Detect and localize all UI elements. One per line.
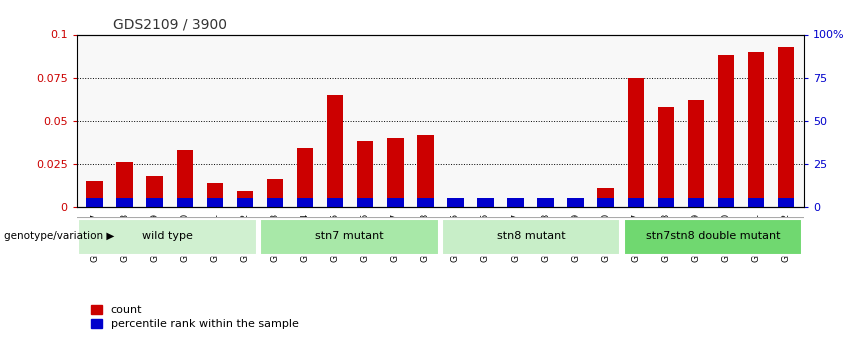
Bar: [266, 179, 283, 207]
Bar: [387, 198, 403, 207]
Bar: [537, 198, 554, 207]
Bar: [717, 198, 734, 207]
Bar: [748, 198, 764, 207]
Bar: [778, 198, 795, 207]
Bar: [237, 198, 254, 207]
Text: stn7stn8 double mutant: stn7stn8 double mutant: [646, 231, 780, 241]
Bar: [627, 78, 644, 207]
Bar: [327, 95, 344, 207]
Text: stn8 mutant: stn8 mutant: [497, 231, 566, 241]
Bar: [387, 138, 403, 207]
Text: wild type: wild type: [142, 231, 193, 241]
Bar: [688, 198, 705, 207]
Bar: [176, 198, 193, 207]
Bar: [146, 198, 163, 207]
Bar: [778, 47, 795, 207]
Bar: [597, 198, 614, 207]
Bar: [447, 198, 464, 207]
Bar: [86, 181, 103, 207]
Bar: [417, 198, 434, 207]
FancyBboxPatch shape: [443, 219, 620, 255]
Bar: [748, 52, 764, 207]
Bar: [266, 198, 283, 207]
Bar: [86, 198, 103, 207]
Bar: [658, 198, 674, 207]
Bar: [146, 176, 163, 207]
Bar: [117, 198, 133, 207]
FancyBboxPatch shape: [624, 219, 802, 255]
Legend: count, percentile rank within the sample: count, percentile rank within the sample: [91, 305, 299, 329]
Bar: [597, 188, 614, 207]
Text: stn7 mutant: stn7 mutant: [315, 231, 384, 241]
Bar: [568, 198, 584, 207]
Text: GDS2109 / 3900: GDS2109 / 3900: [113, 18, 227, 32]
Bar: [357, 198, 374, 207]
Bar: [297, 198, 313, 207]
Bar: [176, 150, 193, 207]
Bar: [207, 198, 223, 207]
Bar: [507, 198, 524, 207]
Bar: [417, 135, 434, 207]
Text: genotype/variation ▶: genotype/variation ▶: [4, 231, 115, 241]
Bar: [237, 191, 254, 207]
Bar: [658, 107, 674, 207]
Bar: [357, 141, 374, 207]
Bar: [688, 100, 705, 207]
Bar: [297, 148, 313, 207]
Bar: [477, 198, 494, 207]
FancyBboxPatch shape: [78, 219, 257, 255]
Bar: [117, 162, 133, 207]
FancyBboxPatch shape: [260, 219, 438, 255]
Bar: [327, 198, 344, 207]
Bar: [627, 198, 644, 207]
Bar: [207, 183, 223, 207]
Bar: [717, 55, 734, 207]
